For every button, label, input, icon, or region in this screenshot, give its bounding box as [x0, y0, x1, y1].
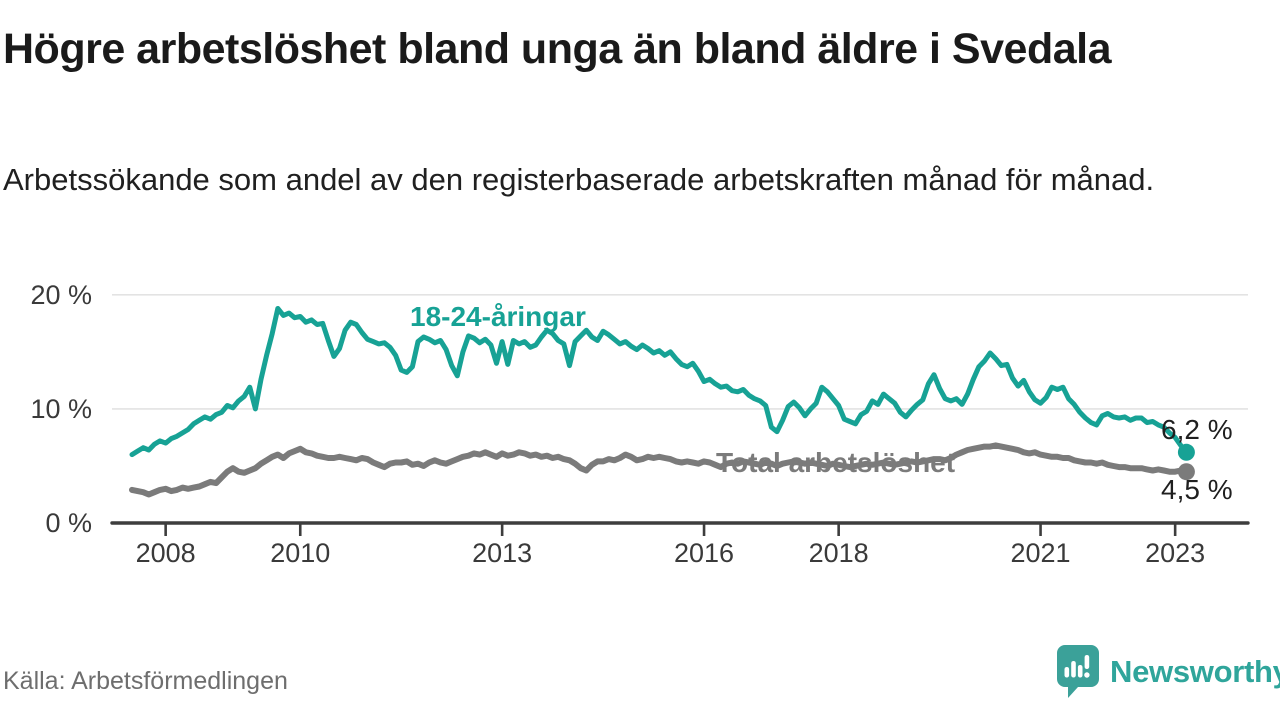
series-line-youth: [129, 306, 1189, 458]
chart-subtitle: Arbetssökande som andel av den registerb…: [3, 162, 1155, 197]
x-tick-label: 2018: [809, 538, 869, 568]
end-value-label-youth: 6,2 %: [1161, 414, 1233, 445]
x-tick-label: 2016: [674, 538, 734, 568]
y-tick-label: 10 %: [30, 394, 92, 424]
page-title: Högre arbetslöshet bland unga än bland ä…: [3, 25, 1112, 73]
x-tick-label: 2021: [1011, 538, 1071, 568]
series-end-dot-youth: [1177, 443, 1195, 461]
source-note: Källa: Arbetsförmedlingen: [3, 667, 288, 695]
end-value-label-total: 4,5 %: [1161, 474, 1233, 505]
x-tick-label: 2008: [136, 538, 196, 568]
x-tick-label: 2010: [270, 538, 330, 568]
newsworthy-bubble-chart-icon: [1056, 644, 1100, 700]
newsworthy-wordmark: Newsworthy: [1110, 654, 1280, 689]
series-line-total: [129, 442, 1190, 498]
x-tick-label: 2023: [1145, 538, 1205, 568]
series-label-total: Total arbetslöshet: [716, 447, 956, 478]
y-tick-label: 20 %: [30, 280, 92, 310]
newsworthy-logo[interactable]: Newsworthy: [1056, 644, 1280, 700]
x-tick-label: 2013: [472, 538, 532, 568]
series-label-youth: 18-24-åringar: [410, 301, 586, 332]
y-tick-label: 0 %: [45, 508, 92, 538]
